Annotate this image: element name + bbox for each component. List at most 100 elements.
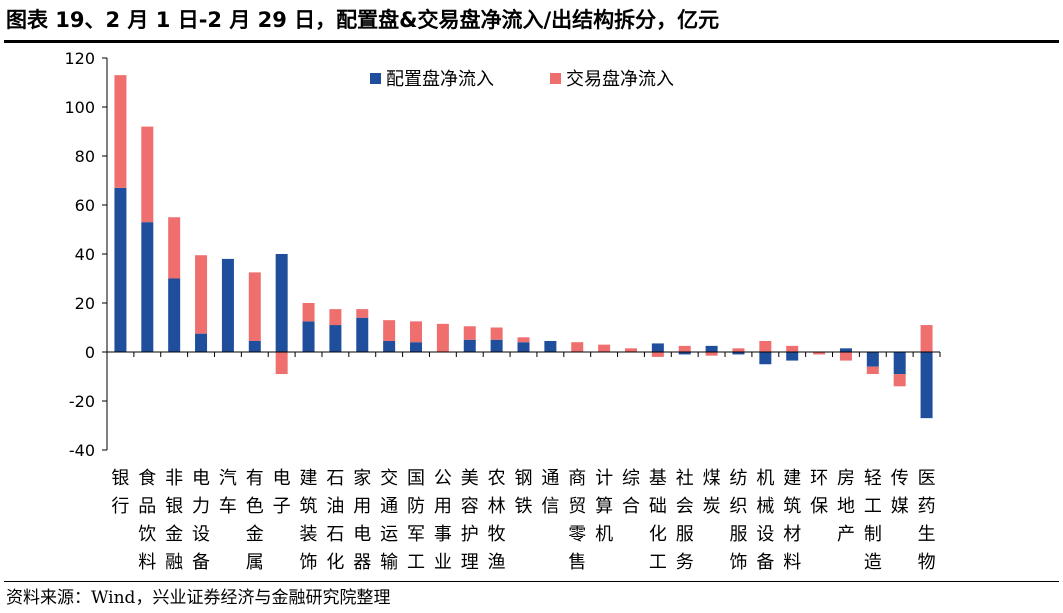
y-tick-label: 20 [75,294,95,313]
category-label: 综合 [622,468,640,517]
category-label: 轻工制造 [864,468,882,573]
category-label: 建筑材料 [783,468,801,573]
trade-bar-27 [813,352,826,355]
category-label: 电子 [273,468,291,517]
y-tick-label: 100 [64,98,95,117]
y-tick-label: 40 [75,245,95,264]
y-tick-label: -20 [69,392,95,411]
category-label: 机械设备 [756,468,774,573]
config-bar-21 [651,343,664,352]
trade-bar-9 [329,309,342,326]
config-bar-10 [356,317,369,352]
legend-swatch-config [370,73,381,84]
config-bar-6 [248,340,261,352]
trade-bar-18 [571,342,584,352]
category-label: 家用电器 [353,468,371,573]
trade-bar-15 [490,327,503,340]
trade-bar-20 [624,348,637,352]
source-note: 资料来源：Wind，兴业证券经济与金融研究院整理 [6,588,391,608]
x-axis [106,351,941,357]
category-label: 农林牧渔 [488,468,506,573]
trade-bar-16 [517,337,530,343]
category-label: 食品饮料 [138,468,156,573]
config-bar-31 [920,352,933,419]
config-bar-2 [141,222,154,352]
trade-bar-14 [463,326,476,340]
bottom-rule [4,581,1059,582]
category-label: 纺织服饰 [729,468,747,573]
trade-bar-22 [678,345,691,352]
category-labels: 银行食品饮料非银金融电力设备汽车有色金属电子建筑装饰石油石化家用电器交通运输国防… [111,468,935,573]
legend: 配置盘净流入 交易盘净流入 [370,69,674,90]
y-tick-label: 60 [75,196,95,215]
category-label: 交通运输 [380,468,398,573]
category-label: 美容护理 [461,468,479,573]
category-label: 社会服务 [676,468,694,573]
category-label: 国防军工 [407,468,425,573]
config-bar-29 [866,352,879,367]
category-label: 非银金融 [165,468,183,573]
chart-title: 图表 19、2 月 1 日-2 月 29 日，配置盘&交易盘净流入/出结构拆分，… [6,8,720,32]
bars [114,75,933,419]
config-bar-30 [893,352,906,375]
trade-bar-31 [920,325,933,352]
category-label: 商贸零售 [568,468,586,573]
trade-bar-13 [436,323,449,352]
y-tick-label: 120 [64,49,95,68]
trade-bar-25 [759,340,772,352]
category-label: 电力设备 [192,468,210,573]
y-tick-label: 80 [75,147,95,166]
category-label: 煤炭 [703,468,721,517]
config-bar-11 [383,340,396,352]
y-tick-label: 0 [85,343,95,362]
category-label: 医药生物 [918,468,936,573]
category-label: 银行 [111,468,129,517]
bar-chart: -40 -20 0 20 40 60 80 100 120 银行食品饮料非银金融电力设备汽车有色… [64,49,941,573]
trade-bar-23 [705,352,718,356]
top-rule [4,40,1059,43]
category-label: 传媒 [891,468,909,517]
category-label: 基础化工 [649,468,667,573]
category-label: 公用事业 [434,468,452,573]
config-bar-23 [705,345,718,352]
trade-bar-28 [839,352,852,361]
trade-bar-7 [275,352,288,375]
category-label: 环保 [810,468,828,517]
trade-bar-11 [383,320,396,341]
trade-bar-30 [893,374,906,387]
trade-bar-29 [866,366,879,375]
config-bar-9 [329,325,342,352]
category-label: 计算机 [595,468,613,545]
trade-bar-8 [302,303,315,322]
category-label: 钢铁 [515,468,533,517]
category-label: 房地产 [837,468,855,545]
config-bar-8 [302,321,315,352]
trade-bar-24 [732,348,745,352]
config-bar-1 [114,187,127,352]
config-bar-4 [195,333,208,352]
category-label: 有色金属 [246,468,264,573]
config-bar-7 [275,254,288,352]
legend-swatch-trade [550,73,561,84]
config-bar-14 [463,339,476,352]
config-bar-24 [732,352,745,355]
config-bar-12 [410,342,423,352]
config-bar-15 [490,339,503,352]
category-label: 汽车 [219,468,237,517]
legend-label-trade: 交易盘净流入 [566,69,674,90]
trade-bar-12 [410,321,423,343]
category-label: 通信 [541,468,559,517]
category-label: 建筑装饰 [300,468,318,573]
config-bar-28 [839,348,852,352]
y-axis: -40 -20 0 20 40 60 80 100 120 [64,49,108,460]
config-bar-16 [517,342,530,352]
trade-bar-2 [141,126,154,223]
trade-bar-10 [356,309,369,318]
config-bar-25 [759,352,772,365]
trade-bar-26 [786,345,799,352]
config-bar-26 [786,352,799,361]
trade-bar-6 [248,272,261,341]
trade-bar-19 [598,344,611,352]
config-bar-22 [678,352,691,355]
legend-label-config: 配置盘净流入 [386,69,494,90]
